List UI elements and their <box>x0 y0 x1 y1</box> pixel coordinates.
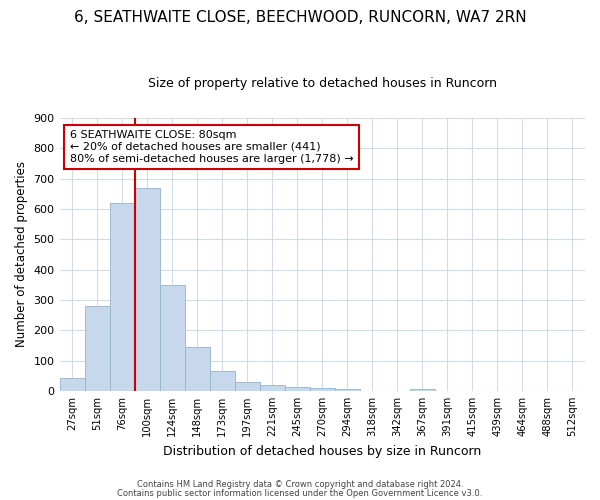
Bar <box>110 203 134 391</box>
Bar <box>185 347 209 391</box>
Text: Contains HM Land Registry data © Crown copyright and database right 2024.: Contains HM Land Registry data © Crown c… <box>137 480 463 489</box>
Y-axis label: Number of detached properties: Number of detached properties <box>15 162 28 348</box>
Title: Size of property relative to detached houses in Runcorn: Size of property relative to detached ho… <box>148 78 497 90</box>
Bar <box>235 382 260 391</box>
Bar <box>85 306 110 391</box>
Text: 6, SEATHWAITE CLOSE, BEECHWOOD, RUNCORN, WA7 2RN: 6, SEATHWAITE CLOSE, BEECHWOOD, RUNCORN,… <box>74 10 526 25</box>
Bar <box>310 388 335 391</box>
Bar <box>260 385 285 391</box>
Bar <box>59 378 85 391</box>
Bar <box>134 188 160 391</box>
Bar <box>335 388 360 391</box>
X-axis label: Distribution of detached houses by size in Runcorn: Distribution of detached houses by size … <box>163 444 481 458</box>
Text: 6 SEATHWAITE CLOSE: 80sqm
← 20% of detached houses are smaller (441)
80% of semi: 6 SEATHWAITE CLOSE: 80sqm ← 20% of detac… <box>70 130 353 164</box>
Bar <box>160 285 185 391</box>
Bar <box>285 388 310 391</box>
Bar <box>209 371 235 391</box>
Bar <box>410 388 435 391</box>
Text: Contains public sector information licensed under the Open Government Licence v3: Contains public sector information licen… <box>118 488 482 498</box>
